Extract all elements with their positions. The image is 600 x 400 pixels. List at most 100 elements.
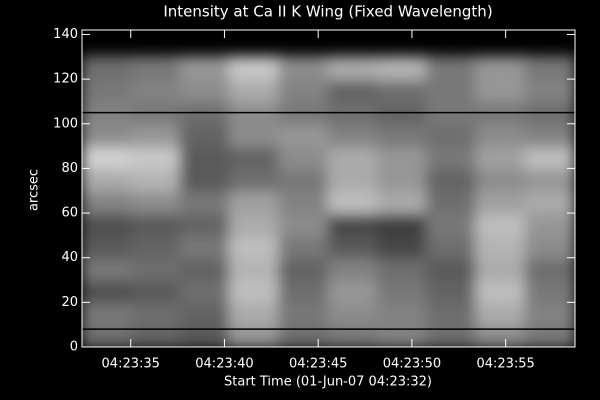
image-cell [179, 279, 231, 304]
x-axis-label: Start Time (01-Jun-07 04:23:32) [224, 375, 432, 390]
image-cell [475, 301, 527, 326]
image-cell [426, 167, 478, 192]
x-tick-label: 04:23:40 [195, 357, 253, 372]
y-tick-label: 80 [61, 161, 78, 176]
y-tick-label: 140 [53, 27, 78, 42]
image-cell [228, 279, 281, 304]
image-cell [327, 323, 379, 347]
image-cell [82, 167, 133, 192]
image-cell [327, 234, 379, 259]
image-cell [228, 301, 281, 326]
image-cell [475, 55, 527, 81]
image-cell [82, 234, 133, 259]
image-cell [82, 145, 133, 170]
image-cell [524, 212, 575, 237]
image-cell [475, 122, 527, 148]
image-cell [426, 256, 478, 282]
image-cell [179, 323, 231, 347]
image-cell [130, 256, 182, 282]
image-cell [130, 323, 182, 347]
image-cell [228, 78, 281, 103]
image-cell [130, 145, 182, 170]
image-cell [524, 78, 575, 103]
image-cell [228, 323, 281, 347]
image-cell [524, 145, 575, 170]
image-cell [130, 212, 182, 237]
image-cell [130, 301, 182, 326]
image-cell [426, 279, 478, 304]
image-cell [179, 234, 231, 259]
image-cell [228, 189, 281, 215]
image-cell [179, 55, 231, 81]
plot-frame [81, 29, 576, 348]
image-cell [524, 301, 575, 326]
x-tick-label: 04:23:50 [383, 357, 441, 372]
image-cell [278, 212, 330, 237]
image-cell [82, 256, 133, 282]
image-cell [130, 122, 182, 148]
image-cell [82, 212, 133, 237]
image-cell [327, 55, 379, 81]
image-cell [376, 234, 429, 259]
image-cell [228, 167, 281, 192]
image-cell [278, 279, 330, 304]
image-cell [524, 234, 575, 259]
image-cell [278, 301, 330, 326]
image-cell [179, 256, 231, 282]
image-cell [179, 78, 231, 103]
image-cell [524, 167, 575, 192]
image-cell [376, 323, 429, 347]
image-cell [376, 256, 429, 282]
image-cell [228, 256, 281, 282]
overlay [81, 29, 576, 348]
image-cell [179, 189, 231, 215]
image-cell [130, 234, 182, 259]
image-cell [278, 167, 330, 192]
y-axis-label: arcsec [27, 169, 42, 211]
image-cell [228, 212, 281, 237]
image-cell [179, 212, 231, 237]
image-cell [82, 55, 133, 81]
image-cell [278, 189, 330, 215]
image-cell [376, 78, 429, 103]
image-cell [426, 145, 478, 170]
image-cell [228, 55, 281, 81]
image-cell [327, 301, 379, 326]
image-cell [278, 323, 330, 347]
image-cell [82, 122, 133, 148]
image-cell [130, 189, 182, 215]
y-tick-label: 0 [70, 340, 78, 355]
image-cell [327, 78, 379, 103]
image-cell [228, 145, 281, 170]
image-cell [82, 323, 133, 347]
image-cell [327, 212, 379, 237]
image-cell [475, 279, 527, 304]
image-cell [327, 167, 379, 192]
image-cell [524, 323, 575, 347]
image-cell [426, 78, 478, 103]
image-cell [376, 279, 429, 304]
image-cell [327, 189, 379, 215]
image-cell [278, 78, 330, 103]
image-cell [426, 212, 478, 237]
image-cell [376, 55, 429, 81]
image-cell [327, 145, 379, 170]
image-cell [475, 189, 527, 215]
image-cell [130, 279, 182, 304]
image-cell [475, 167, 527, 192]
image-cell [278, 122, 330, 148]
image-cell [179, 301, 231, 326]
image-cell [179, 145, 231, 170]
image-cell [82, 189, 133, 215]
image-cell [475, 212, 527, 237]
image-cell [228, 122, 281, 148]
image-cell [376, 189, 429, 215]
image-cell [327, 122, 379, 148]
image-cell [179, 167, 231, 192]
image-cell [82, 301, 133, 326]
image-cell [130, 167, 182, 192]
image-cell [426, 323, 478, 347]
image-cell [524, 55, 575, 81]
x-tick-label: 04:23:35 [102, 357, 160, 372]
